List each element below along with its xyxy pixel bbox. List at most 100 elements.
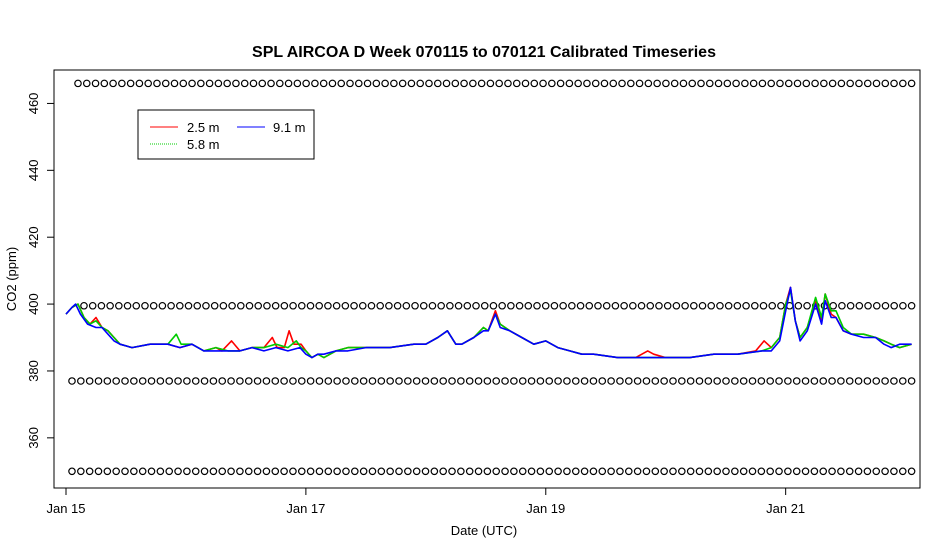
reference-marker xyxy=(845,467,854,476)
reference-marker xyxy=(324,377,333,385)
reference-marker xyxy=(236,467,244,476)
reference-marker xyxy=(183,377,191,385)
reference-marker xyxy=(554,467,562,476)
reference-marker xyxy=(289,377,297,385)
reference-marker xyxy=(784,377,792,385)
reference-marker xyxy=(280,467,288,476)
reference-marker xyxy=(881,79,890,88)
reference-marker xyxy=(465,467,474,476)
reference-marker xyxy=(430,377,439,385)
reference-marker xyxy=(633,467,642,476)
reference-marker xyxy=(315,467,324,476)
reference-marker xyxy=(838,301,846,310)
reference-marker xyxy=(678,467,686,476)
reference-marker xyxy=(218,467,227,476)
reference-marker xyxy=(863,467,872,476)
reference-marker xyxy=(302,79,310,88)
reference-marker xyxy=(398,79,407,88)
reference-marker xyxy=(536,467,545,476)
reference-marker xyxy=(254,301,263,310)
reference-marker xyxy=(149,301,158,310)
reference-marker xyxy=(662,79,670,88)
reference-marker xyxy=(363,79,372,88)
reference-marker xyxy=(218,377,227,385)
reference-marker xyxy=(68,467,76,476)
reference-marker xyxy=(315,301,324,310)
reference-marker xyxy=(446,301,454,310)
reference-marker xyxy=(739,377,748,385)
reference-marker xyxy=(416,79,425,88)
reference-marker xyxy=(556,79,565,88)
reference-marker xyxy=(85,467,94,476)
reference-marker xyxy=(563,377,571,385)
reference-marker xyxy=(442,79,451,88)
reference-marker-rows xyxy=(68,79,916,476)
reference-marker xyxy=(855,301,864,310)
reference-marker xyxy=(801,377,810,385)
reference-marker xyxy=(156,467,165,476)
reference-marker xyxy=(697,79,705,88)
reference-marker xyxy=(351,467,359,476)
reference-marker xyxy=(132,301,141,310)
reference-marker xyxy=(802,79,811,88)
reference-marker xyxy=(898,377,907,385)
reference-marker xyxy=(518,467,527,476)
reference-marker xyxy=(419,301,428,310)
reference-marker xyxy=(611,301,620,310)
reference-marker xyxy=(244,467,253,476)
reference-marker xyxy=(571,377,580,385)
reference-marker xyxy=(202,301,210,310)
reference-marker xyxy=(644,79,653,88)
reference-marker xyxy=(810,467,819,476)
reference-marker xyxy=(138,467,147,476)
reference-marker xyxy=(240,79,249,88)
reference-marker xyxy=(618,79,626,88)
reference-marker xyxy=(126,79,135,88)
reference-marker xyxy=(439,467,447,476)
series-line-5-8-m xyxy=(65,289,912,359)
reference-marker xyxy=(457,377,465,385)
reference-marker xyxy=(404,377,412,385)
reference-marker xyxy=(801,467,810,476)
reference-marker xyxy=(784,467,792,476)
reference-marker xyxy=(594,301,602,310)
reference-marker xyxy=(670,79,679,88)
reference-marker xyxy=(332,301,341,310)
reference-marker xyxy=(267,79,275,88)
reference-marker xyxy=(421,467,430,476)
reference-marker xyxy=(135,79,144,88)
reference-marker xyxy=(123,301,132,310)
reference-marker xyxy=(766,467,774,476)
reference-marker xyxy=(407,79,416,88)
reference-marker xyxy=(589,467,598,476)
reference-marker xyxy=(653,79,661,88)
reference-marker xyxy=(236,301,245,310)
reference-marker xyxy=(88,301,97,310)
y-tick-label: 420 xyxy=(26,226,41,248)
reference-marker xyxy=(386,377,394,385)
chart-title: SPL AIRCOA D Week 070115 to 070121 Calib… xyxy=(252,44,716,61)
reference-marker xyxy=(97,301,106,310)
reference-marker xyxy=(607,467,615,476)
reference-marker xyxy=(907,377,916,385)
reference-marker xyxy=(854,467,863,476)
reference-marker xyxy=(627,79,635,88)
reference-marker xyxy=(565,79,574,88)
reference-marker xyxy=(130,467,138,476)
reference-marker xyxy=(342,377,350,385)
reference-marker xyxy=(465,377,474,385)
reference-marker xyxy=(437,301,445,310)
reference-marker xyxy=(642,467,651,476)
reference-marker xyxy=(77,467,85,476)
reference-marker xyxy=(518,377,527,385)
reference-marker xyxy=(109,79,117,88)
reference-marker xyxy=(289,467,297,476)
reference-marker xyxy=(568,301,576,310)
reference-marker xyxy=(716,301,724,310)
reference-marker xyxy=(174,467,182,476)
reference-marker xyxy=(253,377,262,385)
reference-marker xyxy=(704,377,713,385)
reference-marker xyxy=(837,467,845,476)
reference-marker xyxy=(219,301,228,310)
reference-marker xyxy=(750,301,759,310)
